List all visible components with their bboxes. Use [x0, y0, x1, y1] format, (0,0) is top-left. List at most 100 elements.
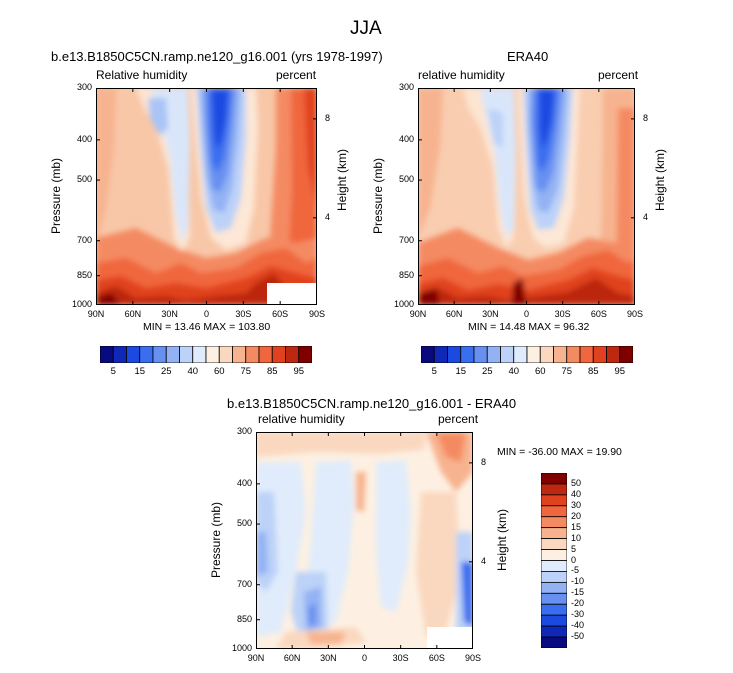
y-tick-label: 1000	[71, 299, 92, 309]
colorbar-swatch	[541, 571, 567, 583]
colorbar-swatch	[592, 346, 607, 363]
y-tick-label: 500	[76, 174, 92, 185]
panel3-ylabel-right: Height (km)	[495, 508, 509, 572]
y-tick-label: 400	[76, 133, 92, 144]
x-tick-label: 0	[523, 309, 530, 319]
panel1-left-label: Relative humidity	[96, 68, 188, 82]
panel1-plot	[96, 88, 317, 305]
y-tick-label: 1000	[231, 643, 252, 653]
x-tick-label: 60S	[272, 309, 289, 319]
colorbar-swatch	[526, 346, 541, 363]
colorbar-label: 0	[571, 554, 577, 565]
colorbar-label: 5	[571, 543, 577, 554]
colorbar-swatch	[298, 346, 312, 363]
figure-title: JJA	[350, 18, 382, 39]
height-tick-label: 8	[325, 112, 331, 123]
y-tick-label: 850	[236, 613, 252, 624]
panel3-title: b.e13.B1850C5CN.ramp.ne120_g16.001 - ERA…	[227, 396, 517, 411]
height-tick-label: 4	[325, 211, 331, 222]
colorbar-swatch	[541, 527, 567, 540]
colorbar-label: 30	[571, 499, 582, 510]
colorbar-label: 85	[266, 366, 278, 377]
colorbar-swatch	[606, 346, 621, 363]
colorbar-swatch	[541, 592, 567, 605]
panel3-right-label: percent	[438, 412, 479, 426]
panel1-ylabel-right: Height (km)	[335, 148, 349, 212]
panel2-colorbar	[421, 346, 633, 363]
colorbar-swatch	[192, 346, 207, 363]
colorbar-swatch	[541, 549, 567, 561]
x-tick-label: 30S	[392, 653, 409, 663]
height-tick-label: 4	[481, 555, 487, 566]
colorbar-label: 40	[187, 366, 199, 377]
colorbar-swatch	[232, 346, 247, 363]
colorbar-swatch	[460, 346, 475, 363]
colorbar-swatch	[513, 346, 528, 363]
colorbar-label: 25	[160, 366, 172, 377]
y-tick-label: 850	[398, 269, 414, 280]
panel2-plot	[418, 88, 635, 305]
panel2-ylabel: Pressure (mb)	[371, 157, 385, 235]
x-tick-label: 0	[203, 309, 210, 319]
panel3-stats: MIN = -36.00 MAX = 19.90	[497, 446, 622, 458]
colorbar-label: 15	[455, 366, 467, 377]
colorbar-label: -20	[571, 598, 585, 609]
y-tick-label: 1000	[393, 299, 414, 309]
colorbar-label: 5	[431, 366, 437, 377]
panel1-colorbar	[100, 346, 312, 363]
y-tick-label: 700	[236, 578, 252, 589]
colorbar-swatch	[152, 346, 167, 363]
colorbar-swatch	[258, 346, 273, 363]
x-tick-label: 60S	[590, 309, 607, 319]
colorbar-swatch	[165, 346, 180, 363]
panel2-title: ERA40	[507, 49, 549, 64]
colorbar-label: -30	[571, 609, 585, 620]
colorbar-label: 40	[508, 366, 520, 377]
x-tick-label: 30S	[235, 309, 252, 319]
x-tick-label: 90S	[626, 309, 644, 319]
colorbar-swatch	[271, 346, 286, 363]
x-tick-label: 90S	[464, 653, 482, 663]
panel2-stats: MIN = 14.48 MAX = 96.32	[468, 321, 590, 333]
y-tick-label: 300	[236, 426, 252, 436]
colorbar-swatch	[553, 346, 568, 363]
x-tick-label: 60N	[124, 309, 142, 319]
colorbar-swatch	[539, 346, 554, 363]
colorbar-label: 75	[561, 366, 573, 377]
y-tick-label: 850	[76, 269, 92, 280]
y-tick-label: 400	[398, 133, 414, 144]
colorbar-swatch	[100, 346, 114, 363]
x-tick-label: 90S	[308, 309, 326, 319]
height-tick-label: 8	[643, 112, 649, 123]
y-tick-label: 700	[398, 234, 414, 245]
colorbar-swatch	[541, 505, 567, 518]
colorbar-swatch	[433, 346, 448, 363]
x-tick-label: 60N	[283, 653, 301, 663]
colorbar-swatch	[541, 494, 567, 507]
colorbar-label: 40	[571, 488, 582, 499]
colorbar-swatch	[541, 614, 567, 627]
colorbar-swatch	[541, 516, 567, 529]
y-tick-label: 500	[398, 174, 414, 185]
colorbar-swatch	[486, 346, 501, 363]
colorbar-swatch	[285, 346, 300, 363]
panel2-ylabel-right: Height (km)	[653, 148, 667, 212]
height-tick-label: 8	[481, 456, 487, 467]
y-tick-label: 300	[398, 82, 414, 92]
colorbar-label: 20	[571, 510, 582, 521]
colorbar-swatch	[500, 346, 515, 363]
panel2-left-label: relative humidity	[418, 68, 505, 82]
colorbar-label: -5	[571, 565, 580, 576]
colorbar-swatch	[541, 483, 567, 496]
panel3-plot	[256, 432, 473, 649]
colorbar-label: 25	[481, 366, 493, 377]
colorbar-label: 75	[240, 366, 252, 377]
colorbar-swatch	[126, 346, 141, 363]
colorbar-label: 15	[134, 366, 146, 377]
colorbar-label: 50	[571, 477, 582, 488]
x-tick-label: 60N	[445, 309, 463, 319]
colorbar-swatch	[179, 346, 194, 363]
colorbar-swatch	[579, 346, 594, 363]
colorbar-swatch	[205, 346, 220, 363]
colorbar-label: -40	[571, 620, 585, 631]
